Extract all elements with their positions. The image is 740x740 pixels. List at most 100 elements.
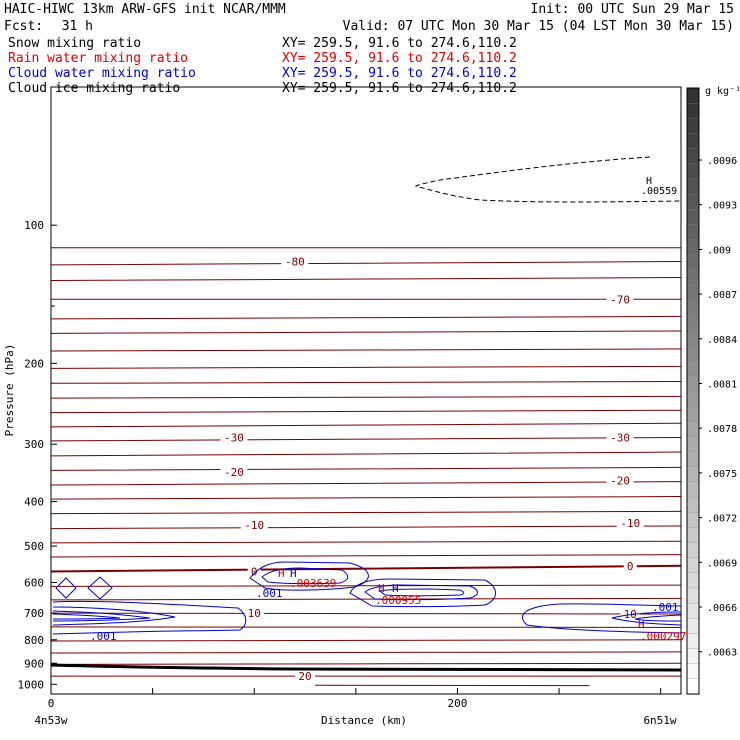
isotherm-line	[50, 422, 682, 428]
y-tick-label: 200	[24, 357, 44, 370]
plot-frame	[50, 86, 682, 695]
rain-max-h-label: H	[378, 582, 385, 595]
field-cloudwater-xy: XY= 259.5, 91.6 to 274.6,110.2	[282, 66, 517, 81]
contour-label-bg	[606, 293, 634, 306]
field-snow-name: Snow mixing ratio	[8, 36, 141, 51]
rain-max-h-label: H	[278, 567, 285, 580]
colorbar-label: .009	[707, 245, 731, 256]
cloud-water-contour	[634, 614, 682, 622]
colorbar-swatch	[686, 663, 700, 680]
cloud-max-h-label: H	[290, 567, 297, 580]
colorbar-swatch	[686, 178, 700, 195]
colorbar-label: .0096	[707, 156, 737, 167]
y-tick-label: 300	[24, 438, 44, 451]
isotherm-label: -70	[610, 293, 630, 306]
contour-label-bg	[247, 565, 261, 578]
y-axis-label: Pressure (hPa)	[3, 344, 16, 437]
colorbar-swatch	[686, 330, 700, 347]
header-title: HAIC-HIWC 13km ARW-GFS init NCAR/MMM	[4, 2, 286, 17]
cloud-ice-contours: H .00559	[414, 156, 681, 203]
isotherm-line	[50, 395, 682, 399]
cloud-water-contour	[52, 610, 151, 622]
field-rain-name: Rain water mixing ratio	[8, 51, 188, 66]
contour-label-bg	[606, 474, 634, 487]
isotherm-line	[50, 639, 682, 642]
colorbar-swatch	[686, 269, 700, 286]
isotherm-line	[50, 277, 682, 282]
contour-label-bg	[623, 559, 637, 572]
cloud-water-contour	[364, 584, 478, 601]
colorbar-swatch	[686, 345, 700, 362]
colorbar-swatch	[686, 133, 700, 150]
isotherm-line	[50, 496, 682, 500]
x-endpoint-right: 6n51w	[643, 714, 676, 727]
cloud-water-label: .001	[90, 630, 117, 643]
field-rain-xy: XY= 259.5, 91.6 to 274.6,110.2	[282, 51, 517, 66]
isotherm-label: -20	[224, 466, 244, 479]
temperature-contours	[50, 247, 682, 687]
contour-label-bg	[616, 516, 644, 529]
isotherm-line	[50, 409, 682, 414]
colorbar-swatch	[686, 405, 700, 422]
cloud-water-contour	[349, 578, 496, 608]
colorbar-swatch	[686, 103, 700, 119]
cloud-max-h-label: H	[392, 582, 399, 595]
colorbar-swatch	[686, 618, 700, 635]
contour-label-bg	[281, 255, 309, 268]
colorbar-swatch	[686, 163, 700, 180]
isotherm-line	[50, 525, 682, 530]
y-tick-label: 500	[24, 540, 44, 553]
x-tick-label: 0	[48, 697, 55, 710]
colorbar-swatch	[686, 512, 700, 529]
isotherm-line	[50, 584, 682, 587]
rain-max-value: .000297	[640, 630, 686, 643]
contour-label-bg	[244, 607, 265, 620]
cloud-water-contour	[52, 606, 176, 626]
colorbar-swatch	[686, 284, 700, 301]
cloud-water-contour	[87, 576, 113, 600]
isotherm-line	[50, 348, 682, 352]
isotherm-label: 0	[251, 565, 258, 578]
init-time: Init: 00 UTC Sun 29 Mar 15	[531, 2, 735, 17]
cloud-water-contour	[521, 603, 682, 634]
colorbar-swatch	[686, 451, 700, 468]
y-tick-label: 900	[24, 657, 44, 670]
colorbar-swatch	[686, 602, 700, 619]
x-endpoint-left: 4n53w	[34, 714, 67, 727]
isotherm-label: 10	[248, 607, 261, 620]
colorbar-label: .0078	[707, 424, 737, 435]
isotherm-line	[50, 554, 682, 558]
colorbar-swatch	[686, 315, 700, 332]
colorbar-swatch	[686, 299, 700, 316]
cloud-water-contours: .001 .001 .001	[52, 561, 682, 643]
y-tick-label: 100	[24, 219, 44, 232]
isotherm-line	[50, 380, 682, 384]
rain-max-value: .003639	[290, 577, 336, 590]
isotherm-line	[50, 315, 682, 320]
isotherm-line	[50, 436, 682, 442]
contour-label-bg	[606, 431, 634, 444]
terrain-line	[50, 663, 682, 672]
contour-label-bg	[620, 608, 641, 621]
fcst-label: Fcst:	[4, 19, 43, 34]
x-axis-label: Distance (km)	[321, 714, 407, 727]
isotherm-line	[50, 651, 682, 654]
colorbar-swatch	[686, 360, 700, 377]
colorbar-label: .0075	[707, 469, 737, 480]
ice-contour	[414, 156, 681, 203]
colorbar-swatch	[686, 481, 700, 498]
contour-label-bg	[295, 670, 316, 683]
x-axis: 0 200	[48, 688, 662, 710]
isotherm-line	[50, 451, 682, 457]
y-tick-label: 400	[24, 496, 44, 509]
colorbar: .0096 .0093 .009 .0087 .0084 .0081 .0078 .0075.…	[686, 87, 737, 695]
colorbar-swatch	[686, 193, 700, 210]
isotherm-line	[50, 510, 682, 515]
isotherm-label: -10	[244, 519, 264, 532]
colorbar-swatch	[686, 421, 700, 438]
field-ice-name: Cloud ice mixing ratio	[8, 81, 180, 96]
field-cloudwater-name: Cloud water mixing ratio	[8, 66, 196, 81]
colorbar-label: .0087	[707, 290, 737, 301]
y-tick-label: 600	[24, 576, 44, 589]
